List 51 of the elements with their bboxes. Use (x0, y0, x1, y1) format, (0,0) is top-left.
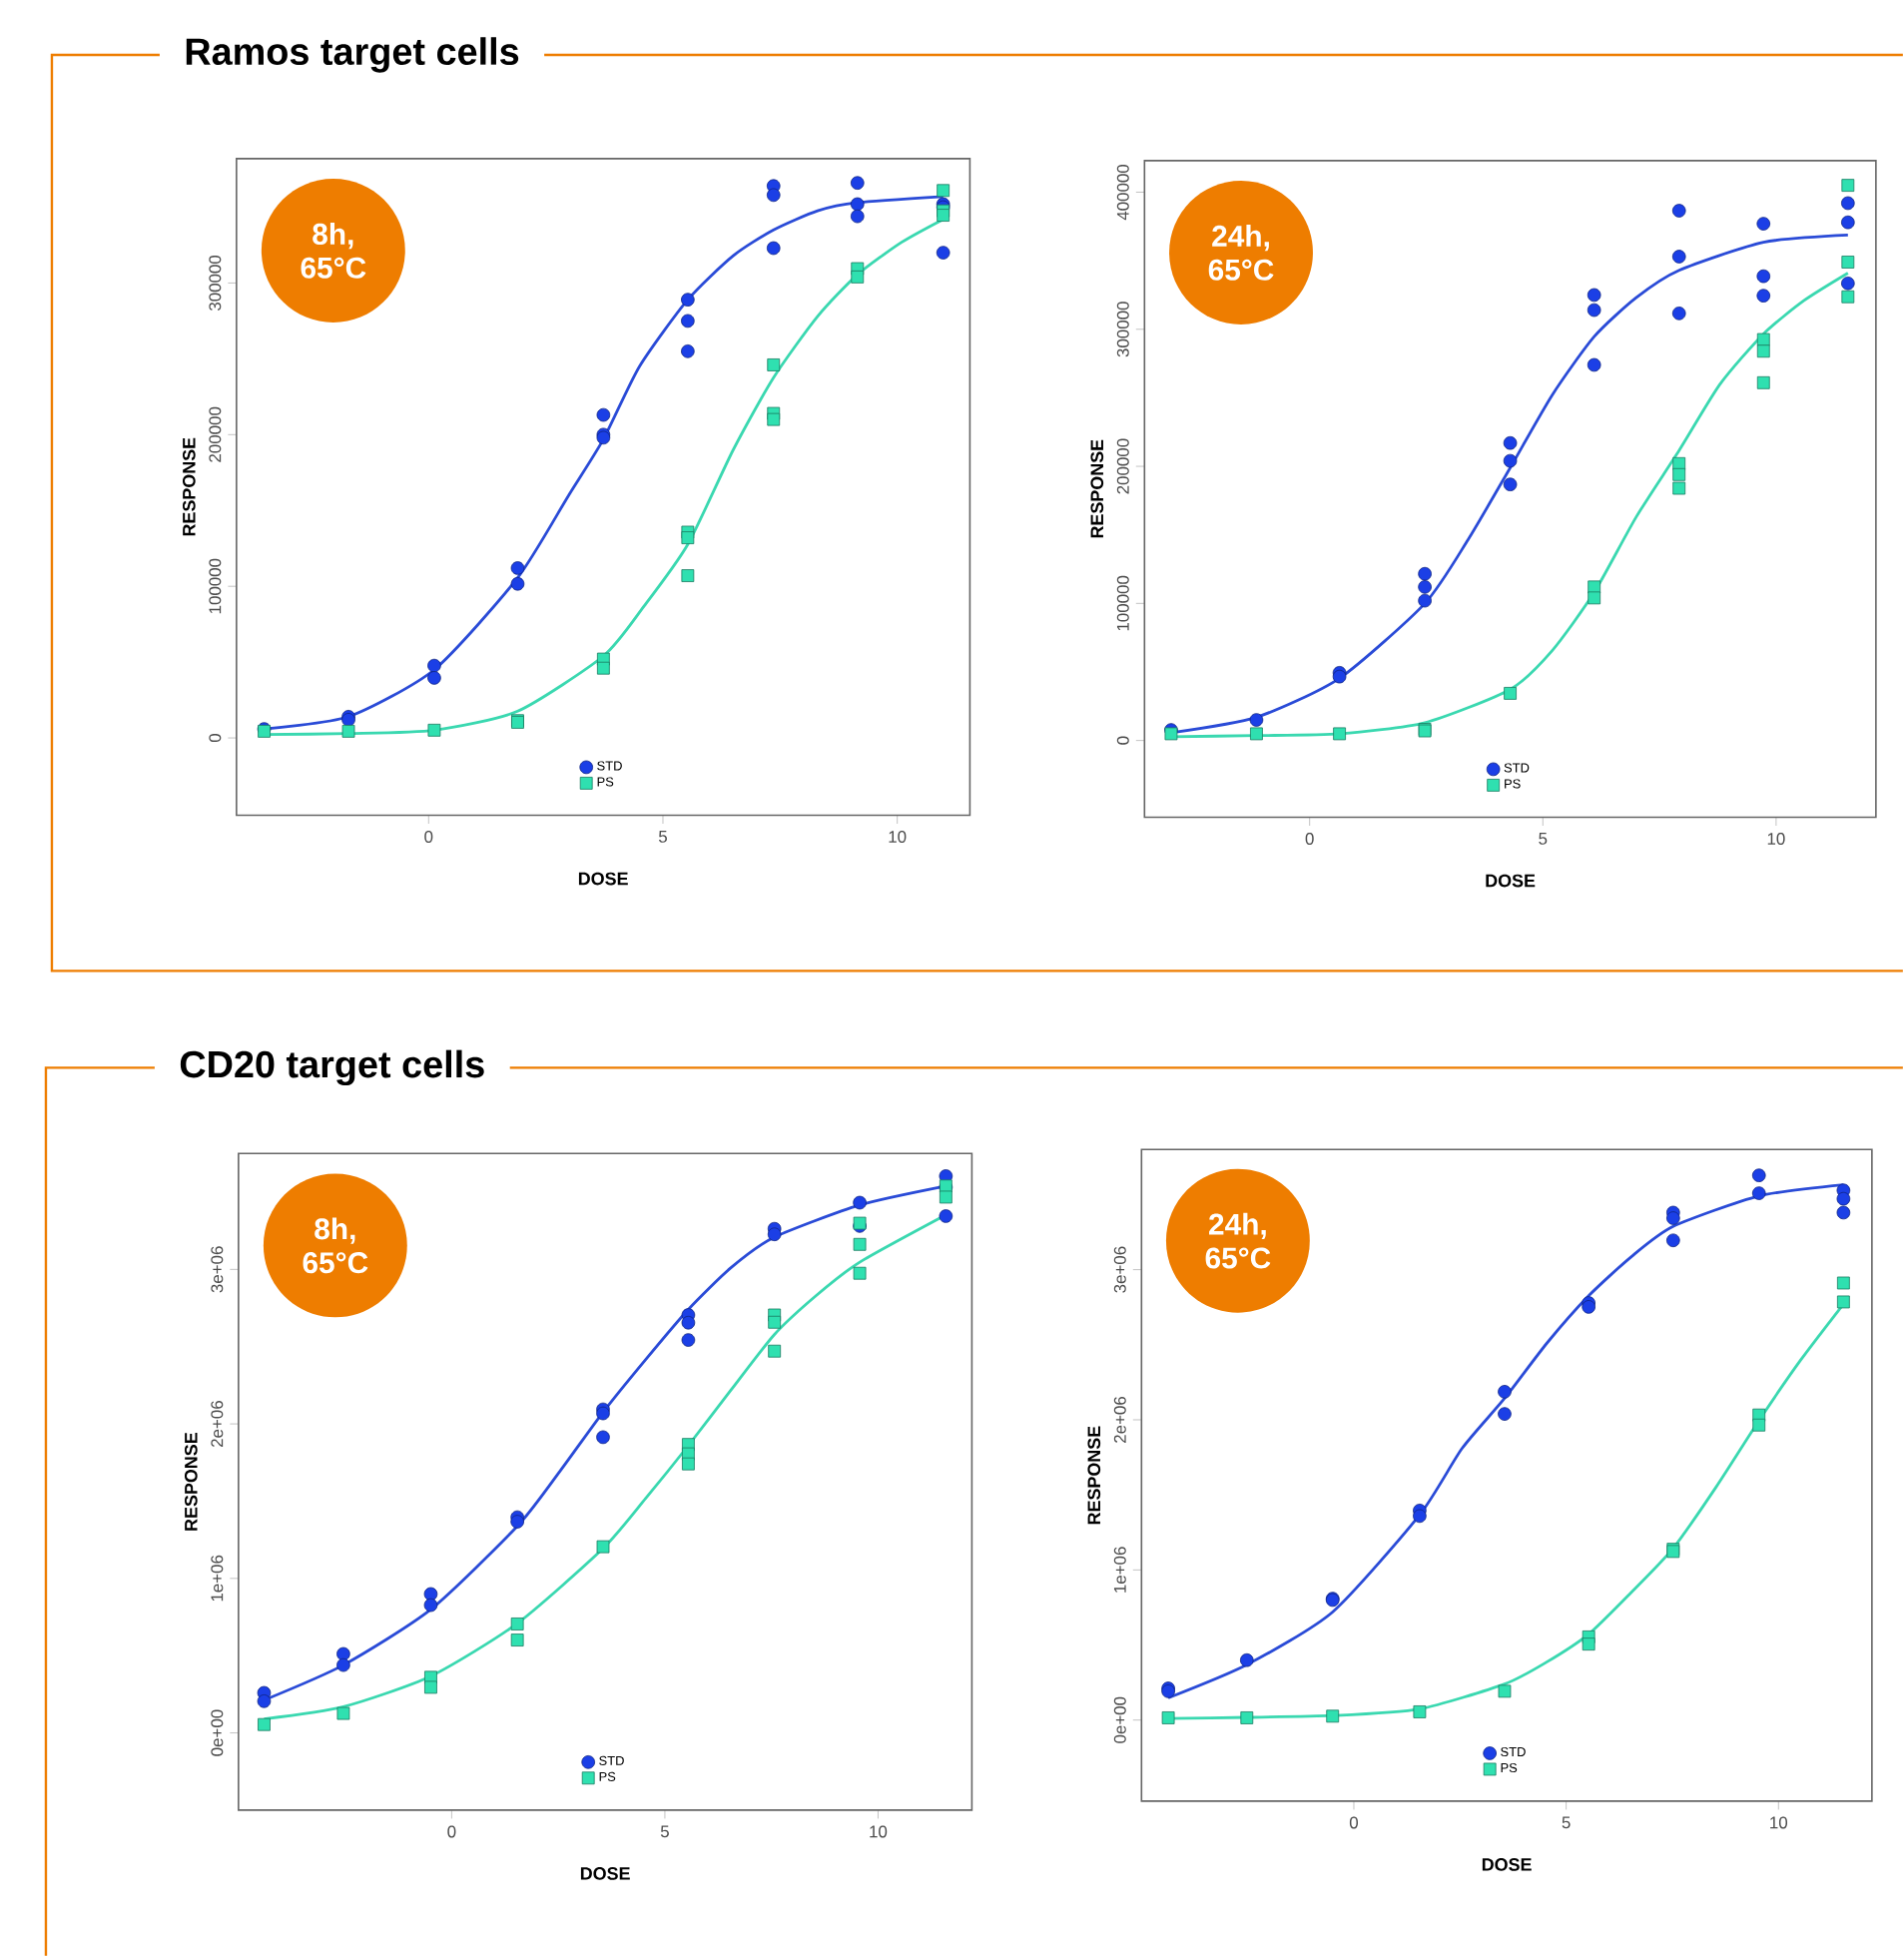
legend-label: PS (1501, 1762, 1518, 1773)
x-tick-label: 10 (870, 1825, 888, 1838)
y-axis-title: RESPONSE (1087, 1426, 1101, 1525)
x-tick-label: 10 (1767, 833, 1785, 846)
x-tick-label: 0 (1349, 1816, 1358, 1829)
y-tick-label: 2e+06 (211, 1401, 224, 1448)
annotation: 24h, 65°C (1208, 225, 1274, 281)
legend-label: STD (597, 761, 622, 771)
x-tick-label: 5 (1562, 1816, 1571, 1829)
legend-label: PS (1505, 779, 1521, 789)
x-axis-title: DOSE (578, 872, 628, 886)
legend-label: STD (1504, 763, 1530, 773)
x-tick-label: 10 (889, 831, 907, 844)
y-axis-title: RESPONSE (184, 1433, 198, 1531)
y-tick-label: 0e+00 (1113, 1696, 1126, 1743)
y-tick-label: 1e+06 (1113, 1547, 1126, 1593)
x-tick-label: 5 (658, 831, 667, 843)
y-tick-label: 400000 (1116, 164, 1129, 221)
y-tick-label: 200000 (1116, 438, 1129, 494)
x-tick-label: 5 (660, 1825, 669, 1838)
x-tick-label: 5 (1539, 833, 1548, 845)
legend-label: STD (1501, 1746, 1526, 1757)
annotation: 8h, 65°C (301, 223, 366, 279)
y-axis-title: RESPONSE (1090, 439, 1104, 538)
y-tick-label: 0 (1116, 736, 1129, 745)
chart-title: Ramos target cells (186, 37, 519, 73)
legend-label: PS (597, 777, 614, 787)
y-tick-label: 100000 (1116, 575, 1129, 631)
chart-title: CD20 target cells (180, 1049, 484, 1086)
y-tick-label: 1e+06 (211, 1555, 224, 1602)
y-tick-label: 200000 (209, 406, 222, 462)
legend-label: PS (599, 1771, 616, 1781)
y-tick-label: 0 (209, 734, 222, 743)
x-tick-label: 10 (1770, 1816, 1788, 1829)
annotation: 8h, 65°C (303, 1217, 368, 1274)
y-tick-label: 300000 (1116, 302, 1129, 357)
x-tick-label: 0 (447, 1825, 456, 1838)
y-tick-label: 3e+06 (1113, 1246, 1126, 1293)
y-tick-label: 300000 (209, 255, 222, 312)
y-tick-label: 100000 (209, 558, 222, 614)
y-tick-label: 3e+06 (211, 1246, 224, 1293)
x-axis-title: DOSE (1482, 1858, 1532, 1871)
y-axis-title: RESPONSE (182, 437, 196, 536)
x-axis-title: DOSE (1486, 874, 1536, 888)
legend-label: STD (599, 1755, 624, 1765)
x-tick-label: 0 (1305, 833, 1314, 846)
y-tick-label: 0e+00 (211, 1709, 224, 1756)
x-axis-title: DOSE (580, 1867, 630, 1880)
y-tick-label: 2e+06 (1113, 1396, 1126, 1443)
x-tick-label: 0 (424, 831, 433, 844)
annotation: 24h, 65°C (1205, 1212, 1271, 1269)
